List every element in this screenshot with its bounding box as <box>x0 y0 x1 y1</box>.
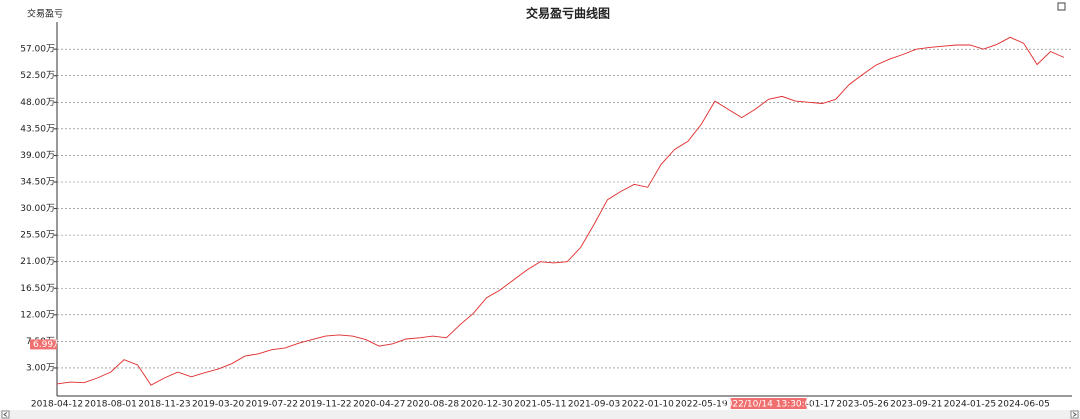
x-tick-label: 2021-09-03 <box>568 400 620 410</box>
y-tick-label: 16.50万 <box>20 284 55 294</box>
y-tick-label: 43.50万 <box>20 124 55 134</box>
x-tick-label: 2019-03-20 <box>192 400 245 410</box>
crosshair-x-label: 2022/10/14 13:30:00 <box>721 400 816 410</box>
x-tick-label: 2019-11-22 <box>299 400 351 410</box>
y-axis-label: 交易盈亏 <box>27 8 63 20</box>
scroll-left-arrow <box>3 412 8 417</box>
crosshair-y-box <box>30 339 57 350</box>
x-tick-label: 2023-01-17 <box>783 400 835 410</box>
chart-title: 交易盈亏曲线图 <box>526 6 610 21</box>
y-tick-label: 21.00万 <box>20 257 55 267</box>
x-tick-label: 2022-05-19 <box>675 400 728 410</box>
x-tick-label: 2024-01-25 <box>944 400 996 410</box>
x-tick-label: 2018-04-12 <box>31 400 83 410</box>
y-tick-label: 39.00万 <box>20 151 55 161</box>
y-tick-label: 12.00万 <box>20 310 55 320</box>
y-tick-label: 30.00万 <box>20 204 55 214</box>
x-tick-label: 2021-05-11 <box>514 400 566 410</box>
y-tick-label: 52.50万 <box>20 71 55 81</box>
x-tick-label: 2020-12-30 <box>460 400 513 410</box>
maximize-icon[interactable] <box>1057 2 1066 11</box>
x-tick-label: 2023-09-21 <box>890 400 942 410</box>
x-tick-label: 2024-06-05 <box>998 400 1050 410</box>
x-tick-label: 2018-08-01 <box>85 400 137 410</box>
y-tick-label: 3.00万 <box>26 363 55 373</box>
y-tick-label: 57.00万 <box>20 45 55 55</box>
crosshair-y-label: 6.99万 <box>33 340 62 350</box>
scroll-right-arrow <box>1072 412 1077 417</box>
x-tick-label: 2019-07-22 <box>246 400 298 410</box>
x-tick-label: 2023-05-26 <box>836 400 889 410</box>
line-series <box>56 36 1065 386</box>
scrollbar[interactable] <box>0 410 1080 419</box>
x-tick-label: 2020-04-27 <box>353 400 405 410</box>
y-tick-label: 48.00万 <box>20 98 55 108</box>
y-tick-label: 25.50万 <box>20 231 55 241</box>
crosshair-x-box <box>730 398 807 409</box>
x-tick-label: 2018-11-23 <box>138 400 190 410</box>
x-tick-label: 2020-08-28 <box>407 400 460 410</box>
scroll-left[interactable] <box>1 410 10 419</box>
scroll-right[interactable] <box>1070 410 1079 419</box>
x-tick-label: 2022-01-10 <box>622 400 675 410</box>
y-tick-label: 34.50万 <box>20 177 55 187</box>
